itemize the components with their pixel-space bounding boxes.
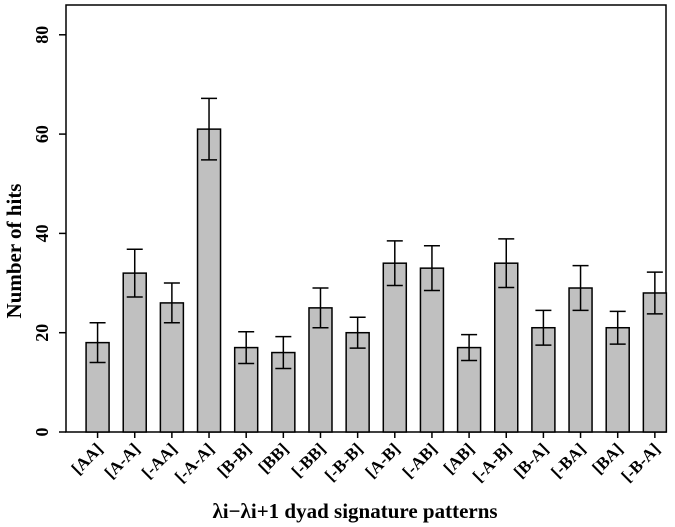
x-axis: [AA][A-A][-AA][-A-A][B-B] [BB][-BB][-B-B]…	[68, 432, 664, 486]
y-tick-label: 80	[32, 26, 52, 44]
x-tick-label: [-BA]	[547, 439, 589, 481]
bar	[196, 128, 222, 433]
x-tick-label: [-A-B]	[469, 439, 515, 485]
y-tick-label: 60	[32, 125, 52, 143]
y-tick-label: 20	[32, 324, 52, 342]
y-axis-label: Number of hits	[2, 184, 26, 319]
x-tick-label: [-B-A]	[618, 439, 664, 485]
plot-area	[65, 4, 668, 433]
x-tick-label: [-A-A]	[171, 439, 218, 486]
x-tick-label: [-AB]	[399, 439, 441, 481]
x-tick-label: [B-A]	[510, 439, 552, 481]
x-axis-label: λi−λi+1 dyad signature patterns	[212, 499, 497, 523]
x-tick-label: [A-B]	[361, 439, 403, 481]
x-axis-label-text: dyad signature patterns	[279, 499, 497, 523]
y-axis: 0 20 40 60 80	[32, 26, 66, 437]
x-axis-label-lambda: λi−λi+1	[212, 499, 279, 523]
bar	[419, 267, 445, 433]
x-tick-label: [BB]	[255, 439, 292, 476]
x-tick-label: [B-B]	[214, 439, 255, 480]
y-tick-label: 40	[32, 224, 52, 242]
bar	[493, 262, 519, 433]
x-tick-label: [-B-B]	[321, 439, 366, 484]
x-tick-label: [AA]	[68, 439, 107, 478]
y-tick-label: 0	[32, 428, 52, 437]
bar	[382, 262, 408, 433]
x-tick-label: [A-A]	[101, 439, 144, 482]
